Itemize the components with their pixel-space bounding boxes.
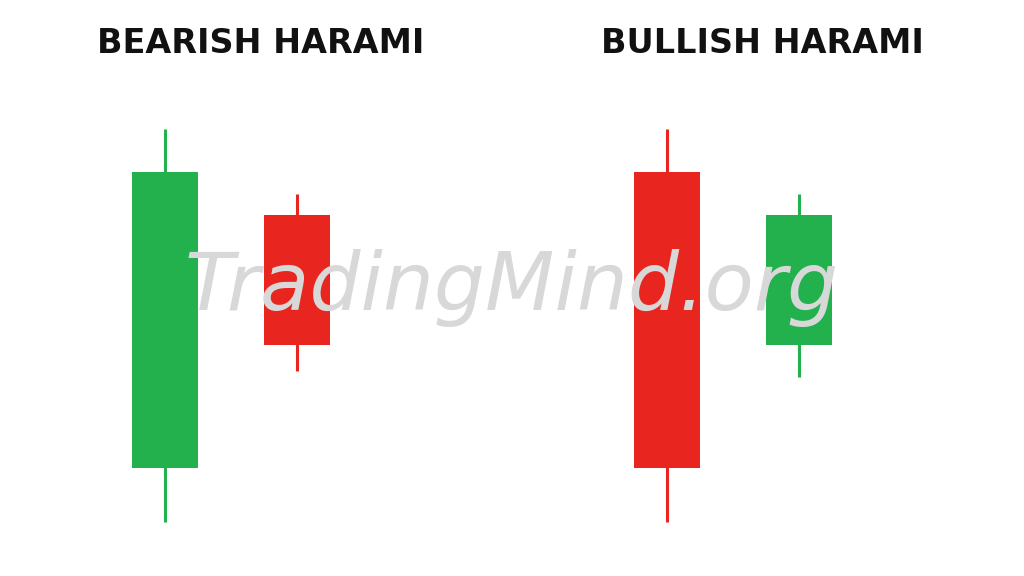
- Bar: [766, 215, 833, 344]
- Text: BULLISH HARAMI: BULLISH HARAMI: [601, 26, 925, 59]
- Text: BEARISH HARAMI: BEARISH HARAMI: [97, 26, 425, 59]
- Bar: [634, 172, 699, 468]
- Text: TradingMind.org: TradingMind.org: [185, 249, 839, 327]
- Bar: [132, 172, 198, 468]
- Bar: [264, 215, 331, 344]
